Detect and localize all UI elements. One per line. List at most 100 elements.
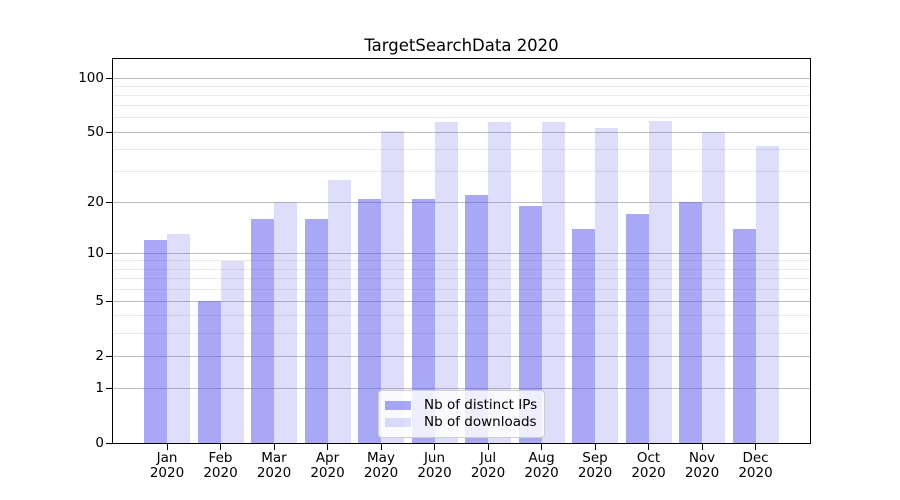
x-axis-tick-year: 2020	[310, 465, 345, 481]
bar-nb-of-distinct-ips-jan	[144, 240, 167, 443]
x-axis-tick-label: Oct 2020	[619, 451, 679, 481]
y-axis-tick-label: 0	[95, 435, 104, 451]
x-axis-tick-year: 2020	[149, 465, 185, 481]
bar-nb-of-distinct-ips-aug	[518, 206, 542, 443]
gridline-minor	[113, 288, 810, 290]
y-tick-mark	[106, 252, 113, 254]
y-tick-mark	[106, 77, 113, 79]
y-axis-tick-label: 5	[95, 293, 104, 310]
x-axis-tick-month: Sep	[582, 450, 608, 466]
bar-nb-of-downloads-jan	[167, 234, 190, 443]
x-axis-tick-label: Dec 2020	[726, 451, 786, 481]
x-axis-tick-month: Nov	[688, 450, 716, 466]
x-axis-tick-label: Nov 2020	[672, 451, 732, 481]
x-axis-tick-label: Sep 2020	[565, 451, 625, 481]
x-axis-tick-label: Feb 2020	[191, 451, 251, 481]
x-tick-mark	[648, 444, 649, 450]
x-axis-tick-label: Mar 2020	[244, 451, 304, 481]
gridline-major	[113, 355, 810, 357]
x-axis-tick-label: Jan 2020	[137, 451, 197, 481]
bar-nb-of-distinct-ips-apr	[304, 218, 328, 443]
x-axis-tick-year: 2020	[363, 465, 399, 481]
legend-swatch-nb-of-distinct-ips	[385, 401, 411, 410]
x-axis-tick-year: 2020	[417, 465, 452, 481]
y-axis-tick-label: 1	[95, 380, 104, 397]
x-axis-tick-month: Oct	[636, 450, 661, 466]
y-axis-tick-label: 100	[78, 70, 104, 86]
x-axis-tick-label: Apr 2020	[298, 451, 358, 481]
x-axis-tick-month: Aug	[528, 450, 555, 466]
gridline-major	[113, 387, 810, 389]
gridline-major	[113, 131, 810, 133]
x-axis-tick-year: 2020	[577, 465, 613, 481]
bar-nb-of-distinct-ips-sep	[572, 228, 595, 443]
gridline-major	[113, 252, 810, 254]
y-axis-tick-label: 50	[86, 124, 104, 141]
x-axis-tick-month: Apr	[315, 450, 340, 466]
x-axis-tick-month: Feb	[208, 450, 233, 466]
x-axis-tick-year: 2020	[684, 465, 720, 481]
x-tick-mark	[487, 444, 489, 450]
x-tick-mark	[701, 444, 703, 450]
gridline-major	[113, 77, 810, 79]
legend-label-nb-of-downloads: Nb of downloads	[424, 414, 537, 430]
bar-nb-of-distinct-ips-dec	[732, 228, 756, 443]
x-axis-tick-month: Jul	[479, 450, 497, 466]
y-tick-mark	[106, 355, 113, 357]
bar-nb-of-downloads-aug	[541, 121, 565, 443]
y-tick-mark	[106, 442, 113, 444]
y-tick-mark	[106, 300, 113, 302]
bar-nb-of-distinct-ips-feb	[197, 301, 221, 443]
y-tick-mark	[106, 131, 113, 133]
bar-nb-of-distinct-ips-mar	[251, 218, 274, 443]
bar-nb-of-downloads-feb	[220, 260, 244, 443]
bar-nb-of-downloads-apr	[327, 179, 351, 443]
bar-nb-of-downloads-jul	[488, 121, 511, 443]
gridline-minor	[113, 268, 810, 270]
x-axis-tick-month: May	[367, 450, 395, 466]
gridline-minor	[113, 278, 810, 280]
x-axis-tick-month: Mar	[261, 450, 287, 466]
x-tick-mark	[541, 444, 542, 450]
x-tick-mark	[755, 444, 756, 450]
gridline-minor	[113, 85, 810, 87]
x-axis-tick-label: Aug 2020	[512, 451, 572, 481]
x-tick-mark	[380, 444, 382, 450]
x-axis-tick-month: Jun	[423, 450, 446, 466]
x-tick-mark	[220, 444, 221, 450]
gridline-minor	[113, 148, 810, 150]
x-axis-tick-label: Jul 2020	[458, 451, 518, 481]
x-tick-mark	[327, 444, 328, 450]
gridline-minor	[113, 332, 810, 334]
x-axis-tick-year: 2020	[256, 465, 292, 481]
x-axis-tick-month: Dec	[742, 450, 769, 466]
gridline-minor	[113, 117, 810, 119]
x-axis-tick-year: 2020	[738, 465, 773, 481]
gridline-major	[113, 300, 810, 302]
legend: Nb of distinct IPs Nb of downloads	[378, 390, 545, 438]
bar-nb-of-downloads-oct	[648, 120, 672, 443]
bar-nb-of-distinct-ips-oct	[625, 214, 649, 443]
bar-nb-of-distinct-ips-jun	[411, 198, 435, 443]
y-axis-tick-label: 20	[86, 194, 104, 211]
x-tick-mark	[594, 444, 596, 450]
x-axis-tick-year: 2020	[203, 465, 238, 481]
y-tick-mark	[106, 201, 113, 203]
bar-nb-of-distinct-ips-jul	[465, 195, 488, 443]
bar-nb-of-downloads-nov	[702, 132, 725, 443]
gridline-minor	[113, 105, 810, 107]
y-axis-tick-label: 2	[95, 348, 104, 365]
y-axis-tick-label: 10	[86, 245, 104, 262]
legend-swatch-nb-of-downloads	[385, 418, 411, 427]
x-axis-tick-label: Jun 2020	[405, 451, 465, 481]
x-axis-tick-year: 2020	[524, 465, 559, 481]
bar-nb-of-downloads-may	[381, 130, 404, 443]
x-axis-tick-month: Jan	[156, 450, 178, 466]
x-tick-mark	[273, 444, 275, 450]
legend-row: Nb of downloads	[385, 414, 537, 431]
x-axis-tick-year: 2020	[470, 465, 506, 481]
gridline-minor	[113, 315, 810, 317]
bar-nb-of-downloads-jun	[434, 121, 458, 443]
x-axis-tick-label: May 2020	[351, 451, 411, 481]
